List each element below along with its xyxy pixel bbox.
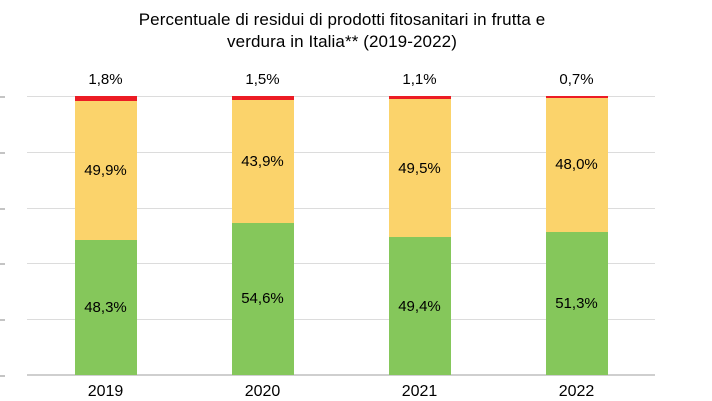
segment-value-label-above: 1,8% [88,71,123,88]
y-axis-tick [0,207,5,210]
x-axis-label: 2019 [87,383,124,400]
segment-value-label-above: 1,5% [245,71,280,88]
gridline [27,207,655,209]
y-axis-tick [0,263,5,266]
gridline [27,96,655,97]
bar-segment-green-bottom-segment: 49,4% [388,237,451,375]
segment-value-label: 49,4% [398,297,441,315]
segment-value-label: 54,6% [241,290,284,308]
segment-value-label-above: 1,1% [402,71,437,88]
segment-value-label: 49,9% [84,162,127,180]
bar-segment-green-bottom-segment: 54,6% [231,222,294,375]
segment-value-label: 48,0% [555,156,598,174]
bar-segment-red-top-segment [545,96,608,98]
bar-segment-yellow-middle-segment: 48,0% [545,97,608,232]
segment-value-label: 43,9% [241,152,284,170]
gridline [27,263,655,265]
bar-segment-red-top-segment [231,96,294,101]
y-axis-tick [0,151,5,154]
bar-segment-red-top-segment [388,96,451,100]
y-axis-tick [0,96,5,98]
bar-segment-green-bottom-segment: 48,3% [74,240,137,375]
bar-segment-green-bottom-segment: 51,3% [545,231,608,375]
bar-segment-red-top-segment [74,96,137,102]
gridline [27,319,655,321]
x-axis-label: 2020 [244,383,281,400]
bar-segment-yellow-middle-segment: 49,9% [74,101,137,241]
gridline [27,151,655,153]
chart-title: Percentuale di residui di prodotti fitos… [0,9,684,53]
chart-title-line-1: Percentuale di residui di prodotti fitos… [138,10,546,29]
chart-title-line-2: verdura in Italia** (2019-2022) [227,32,457,51]
segment-value-label-above: 0,7% [559,71,594,88]
segment-value-label: 49,5% [398,159,441,177]
segment-value-label: 48,3% [84,299,127,317]
y-axis-tick [0,319,5,322]
bar-segment-yellow-middle-segment: 49,5% [388,99,451,238]
y-axis-tick [0,375,5,377]
bar-segment-yellow-middle-segment: 43,9% [231,100,294,223]
x-axis-label: 2021 [401,383,438,400]
x-axis-label: 2022 [558,383,595,400]
gridline [27,374,655,376]
segment-value-label: 51,3% [555,294,598,312]
